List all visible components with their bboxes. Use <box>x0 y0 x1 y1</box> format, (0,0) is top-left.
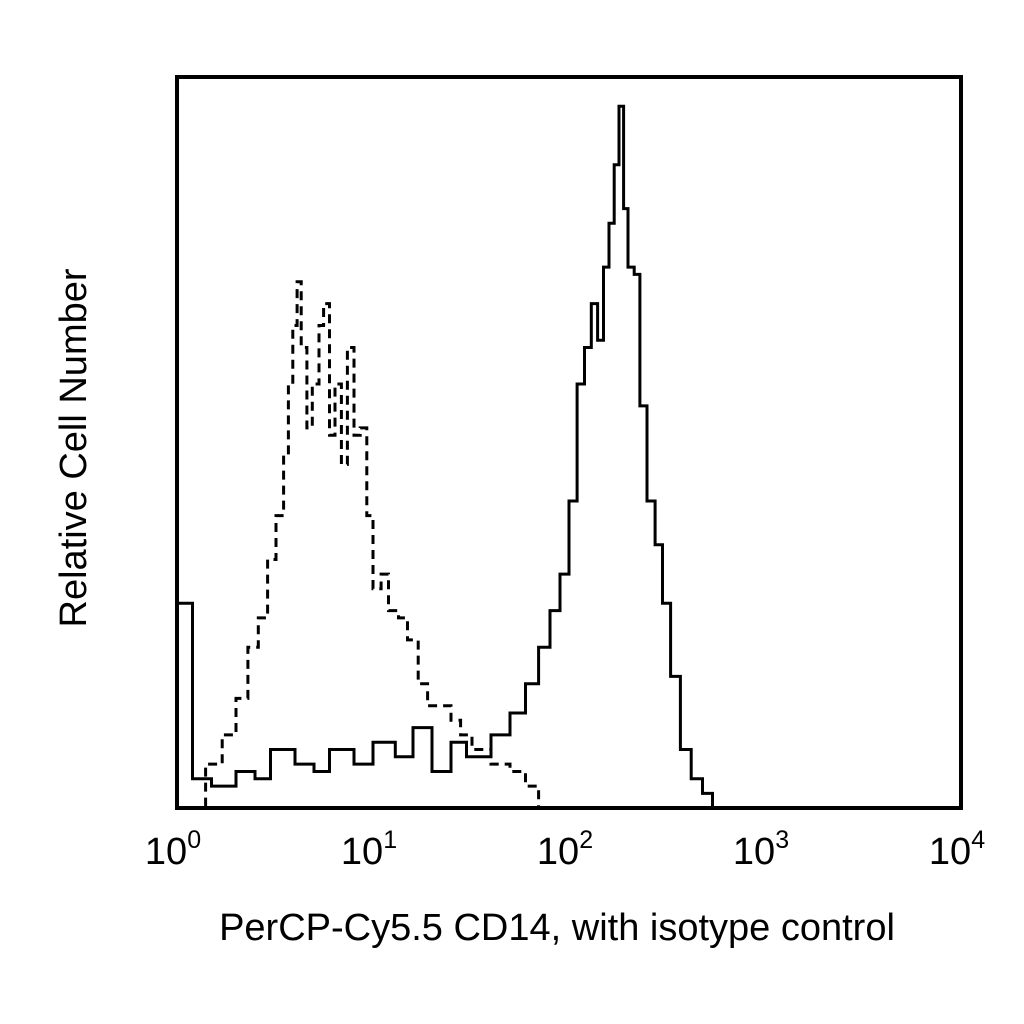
x-tick-label: 104 <box>929 826 985 873</box>
x-tick-exponent: 4 <box>971 826 985 854</box>
x-tick-label: 103 <box>733 826 789 873</box>
y-axis-label: Relative Cell Number <box>53 268 95 627</box>
x-tick-base: 10 <box>929 831 971 873</box>
x-tick-base: 10 <box>733 831 775 873</box>
isotype-control-histogram-line <box>177 280 541 810</box>
x-axis-label: PerCP-Cy5.5 CD14, with isotype control <box>219 907 895 949</box>
x-tick-labels: 100 101 102 103 104 <box>145 826 985 873</box>
plot-frame <box>175 75 963 810</box>
x-tick-exponent: 2 <box>579 826 593 854</box>
x-tick-base: 10 <box>145 831 187 873</box>
x-tick-label: 101 <box>341 826 397 873</box>
x-tick-exponent: 1 <box>383 826 397 854</box>
series-layer <box>177 104 714 810</box>
x-tick-label: 102 <box>537 826 593 873</box>
x-tick-base: 10 <box>341 831 383 873</box>
x-tick-exponent: 3 <box>775 826 789 854</box>
cd14-histogram-line <box>177 104 714 808</box>
x-tick-label: 100 <box>145 826 201 873</box>
x-tick-base: 10 <box>537 831 579 873</box>
x-tick-exponent: 0 <box>187 826 201 854</box>
